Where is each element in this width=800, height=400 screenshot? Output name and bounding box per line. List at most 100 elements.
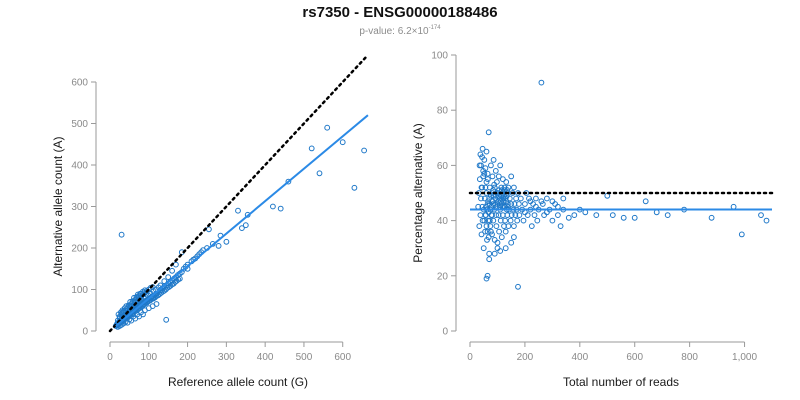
right-data-point	[494, 245, 501, 252]
right-data-point	[642, 198, 649, 205]
left-data-point	[285, 178, 292, 185]
right-data-point	[493, 212, 500, 219]
right-data-point	[478, 184, 485, 191]
left-data-point	[165, 274, 172, 281]
right-data-point	[527, 198, 534, 205]
right-data-point	[497, 248, 504, 254]
right-data-point	[593, 212, 600, 219]
right-y-tick-label: 60	[437, 161, 449, 172]
left-y-axis-title: Alternative allele count (A)	[51, 136, 65, 276]
right-data-point	[544, 195, 550, 202]
right-data-point	[517, 195, 524, 202]
right-data-point	[476, 162, 483, 169]
right-data-point	[477, 212, 484, 219]
right-data-point	[485, 234, 492, 241]
right-data-point	[555, 203, 561, 210]
left-reference-line	[108, 55, 368, 333]
right-data-point	[500, 198, 507, 205]
left-scatter-panel: 0 100 200 300 400 500 600 0 100 200 300 400 500 600 Re…	[51, 55, 369, 389]
left-y-tick-label: 0	[82, 327, 88, 338]
right-data-point	[489, 212, 495, 219]
right-data-point	[501, 192, 507, 199]
right-data-point	[488, 162, 494, 169]
right-data-point	[503, 198, 510, 205]
right-data-point	[490, 217, 497, 224]
right-data-point	[477, 151, 484, 158]
left-data-point	[161, 278, 168, 285]
right-data-point	[491, 181, 498, 188]
right-data-point	[631, 214, 638, 221]
left-y-tick-label: 500	[71, 119, 88, 130]
right-data-point	[515, 283, 521, 290]
left-data-point	[242, 222, 249, 229]
right-data-point	[522, 201, 528, 207]
right-data-point	[484, 170, 491, 177]
right-y-tick-label: 20	[437, 271, 449, 282]
right-x-tick-label: 1,000	[732, 352, 757, 363]
right-data-point	[541, 212, 547, 219]
right-data-point	[555, 212, 561, 219]
right-data-point	[516, 201, 522, 207]
figure-subtitle: p-value: 6.2×10-174	[0, 25, 800, 37]
right-data-point	[500, 176, 506, 183]
right-data-point	[495, 198, 501, 205]
right-data-point	[533, 203, 539, 210]
right-data-point	[496, 228, 503, 235]
right-data-point	[483, 275, 490, 282]
right-data-point	[483, 179, 490, 185]
right-data-point	[508, 173, 515, 180]
right-data-point	[490, 157, 497, 163]
right-data-point	[538, 198, 545, 205]
right-data-point	[477, 176, 483, 183]
right-data-point	[491, 237, 498, 243]
right-x-axis-title: Total number of reads	[563, 375, 679, 389]
right-data-point	[516, 212, 523, 219]
right-data-point	[738, 231, 745, 238]
right-data-point	[508, 239, 515, 246]
right-data-point	[485, 129, 492, 136]
right-data-point	[730, 203, 737, 210]
left-data-point	[170, 280, 177, 287]
right-data-point	[482, 212, 489, 219]
right-data-point	[557, 223, 564, 230]
right-data-point	[534, 217, 541, 224]
right-data-point	[549, 217, 556, 224]
right-data-point	[481, 170, 488, 177]
right-data-point	[503, 179, 510, 185]
left-data-point	[173, 261, 179, 268]
right-data-point	[484, 228, 491, 235]
left-data-point	[153, 301, 160, 307]
right-data-point	[494, 239, 501, 246]
right-scatter-panel: 0 20 40 60 80 100 0 200 400 600 800 1,000 Total numb…	[411, 51, 774, 389]
right-data-point	[484, 272, 491, 279]
right-data-point	[511, 184, 517, 191]
right-data-point	[514, 217, 521, 224]
right-data-point	[489, 173, 496, 180]
right-data-point	[531, 212, 538, 219]
left-y-tick-label: 200	[71, 244, 88, 255]
right-data-point	[495, 192, 502, 199]
left-data-point	[161, 287, 168, 294]
right-data-point	[479, 145, 486, 152]
right-data-point	[482, 165, 489, 172]
right-data-point	[483, 148, 490, 155]
left-data-point	[316, 170, 323, 177]
right-data-point	[524, 212, 531, 219]
right-data-point	[486, 250, 493, 257]
right-data-point	[502, 228, 509, 235]
left-x-axis-title: Reference allele count (G)	[168, 375, 308, 389]
right-data-point	[708, 214, 715, 221]
right-x-tick-label: 0	[467, 352, 473, 363]
right-data-point	[513, 195, 519, 202]
right-data-point	[495, 173, 502, 180]
right-data-point	[505, 184, 512, 191]
left-x-tick-label: 100	[140, 352, 157, 363]
left-data-point	[361, 147, 368, 154]
left-x-tick-label: 300	[218, 352, 235, 363]
right-data-point	[491, 250, 498, 257]
right-data-point	[664, 212, 671, 219]
right-data-point	[501, 187, 508, 194]
left-data-point	[235, 207, 241, 214]
right-data-point	[520, 217, 527, 224]
